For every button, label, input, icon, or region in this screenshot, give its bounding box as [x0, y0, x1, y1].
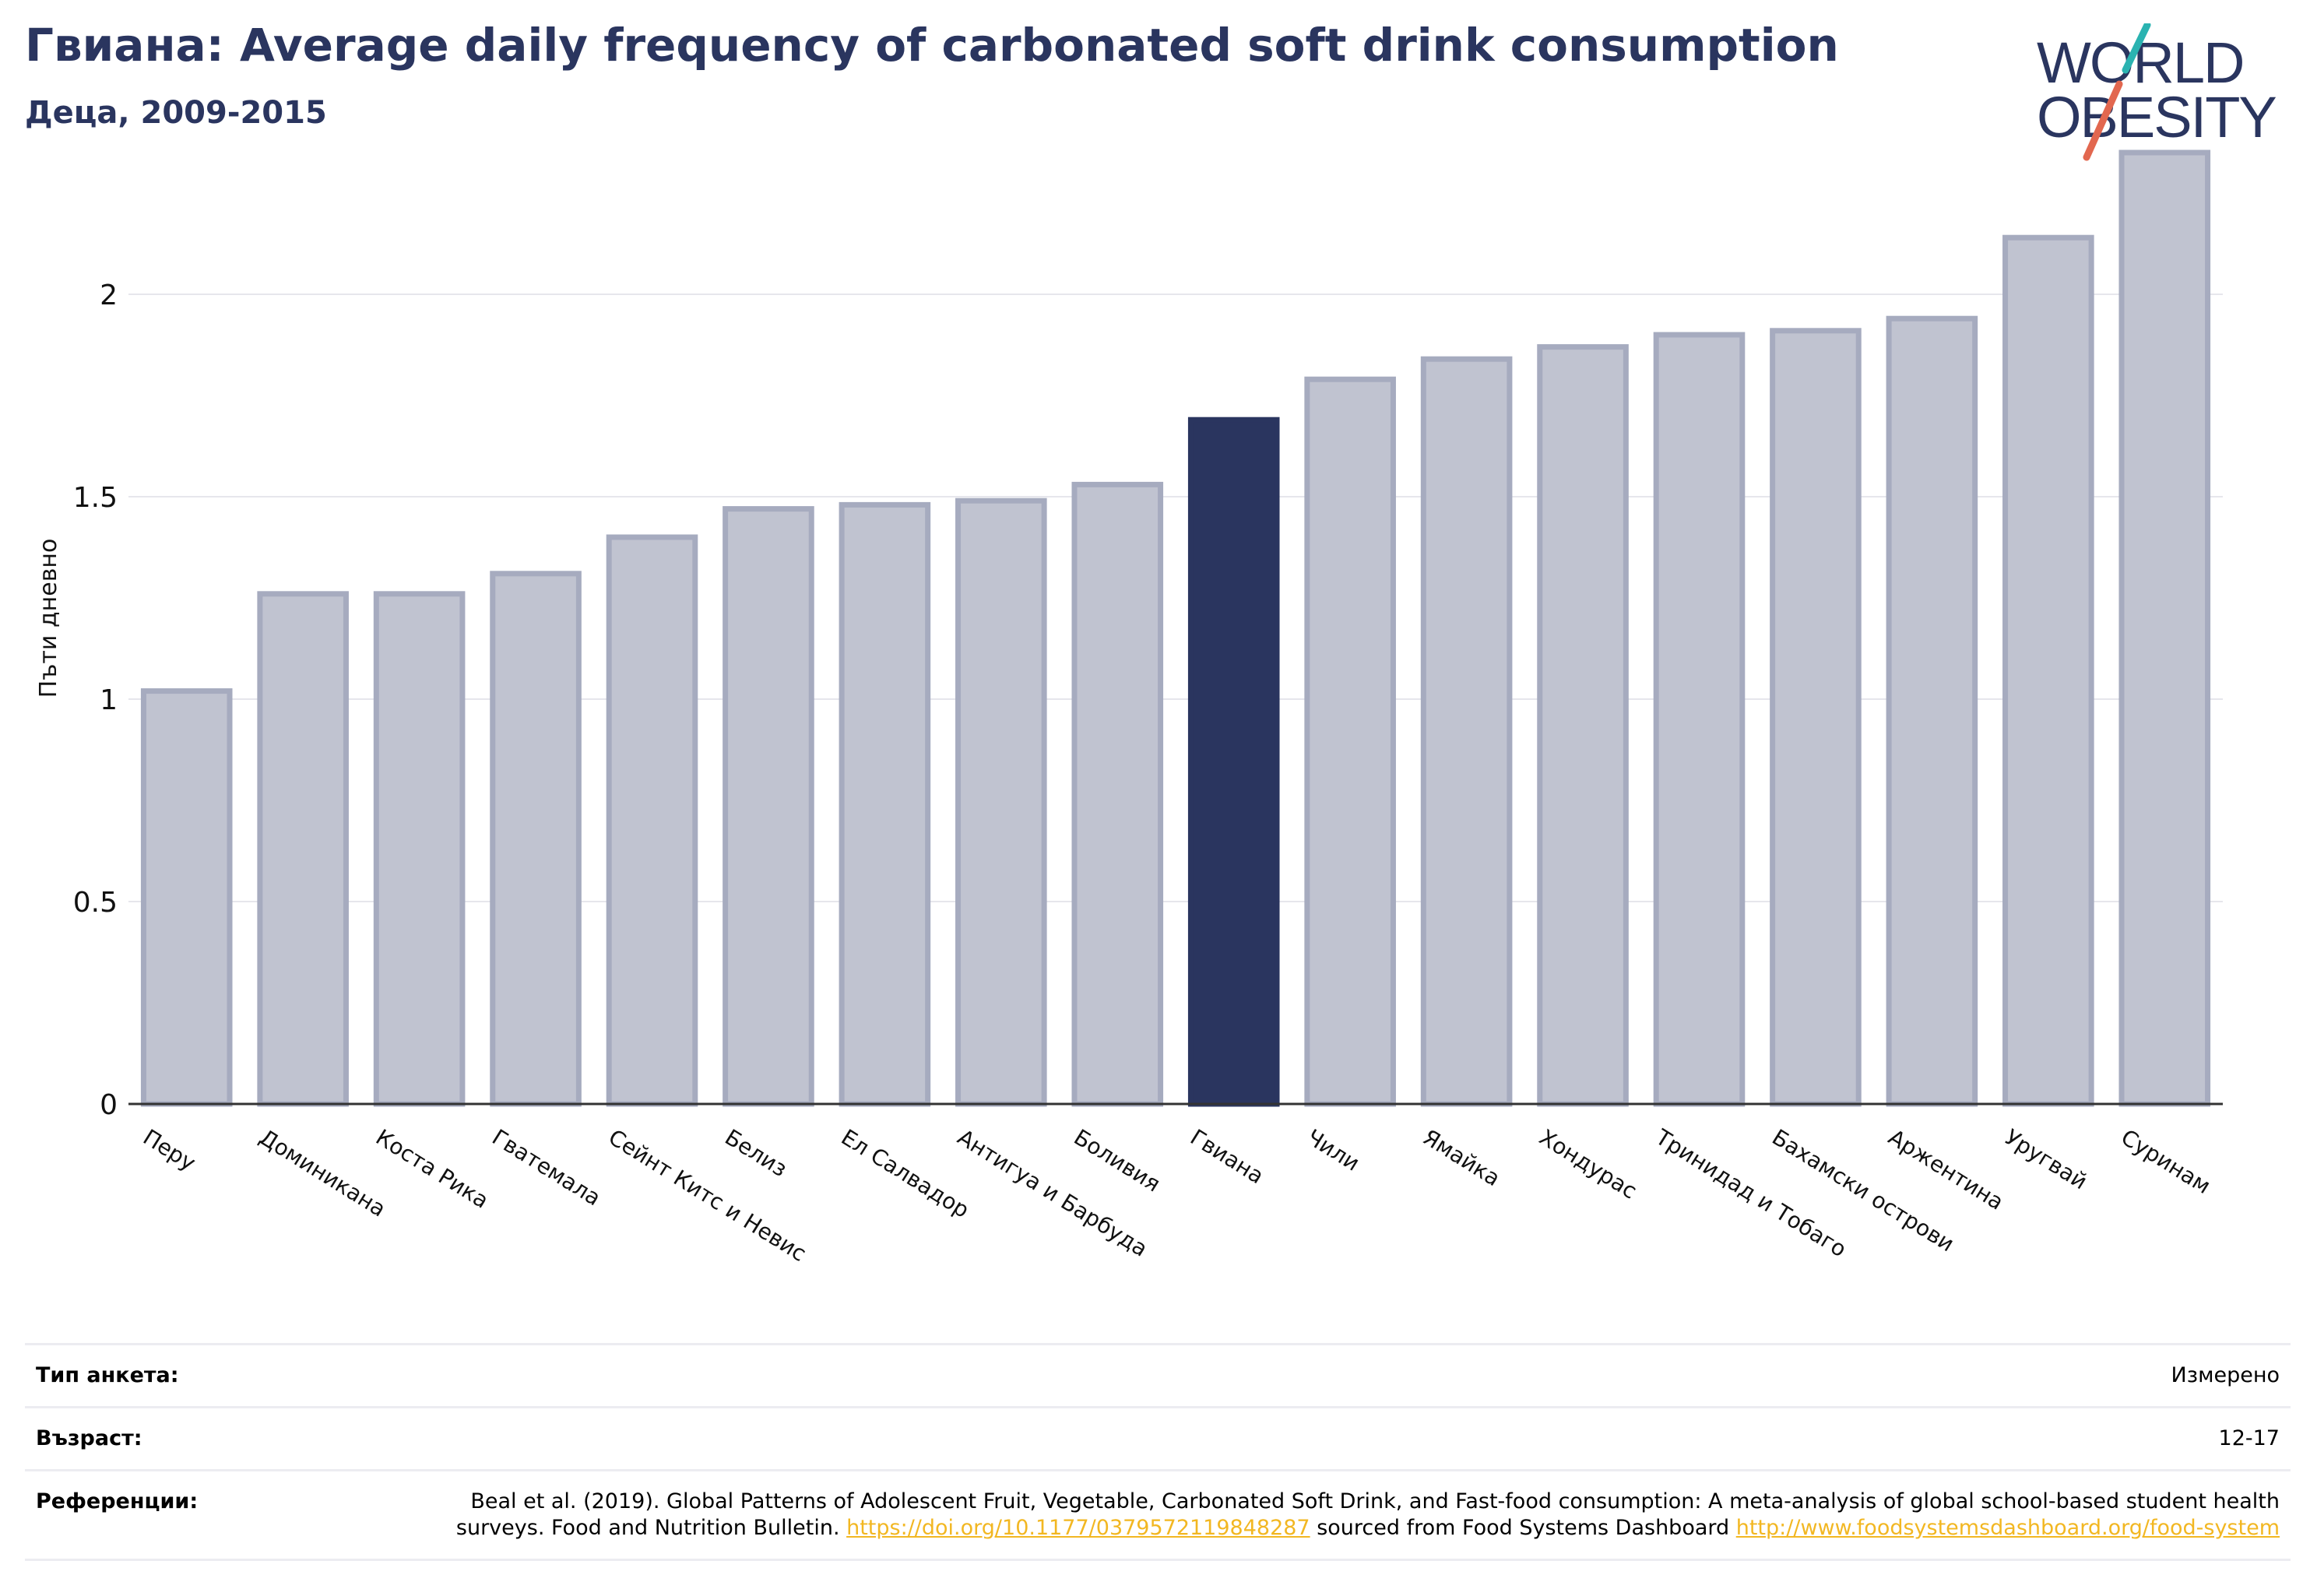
- bar: [257, 591, 349, 1107]
- dashboard-link[interactable]: http://www.foodsystemsdashboard.org/food…: [1735, 1516, 2280, 1540]
- footer-row-references: Референции: Beal et al. (2019). Global P…: [25, 1469, 2291, 1561]
- bar: [1304, 376, 1396, 1107]
- references-value: Beal et al. (2019). Global Patterns of A…: [441, 1489, 2280, 1542]
- world-obesity-logo: WORLD OBESITY: [2037, 23, 2277, 161]
- x-tick-label: Гватемала: [487, 1124, 605, 1211]
- y-tick-label: 0: [100, 1089, 118, 1121]
- x-tick-label: Ямайка: [1419, 1124, 1505, 1191]
- bar: [839, 501, 931, 1107]
- bar: [140, 688, 233, 1107]
- x-tick-label: Ел Салвадор: [837, 1124, 974, 1223]
- x-tick-label: Гвиана: [1186, 1124, 1268, 1189]
- bar: [1537, 344, 1629, 1107]
- bar: [1420, 356, 1513, 1107]
- x-tick-label: Доминикана: [255, 1124, 390, 1222]
- age-value: 12-17: [2218, 1426, 2280, 1450]
- bar: [723, 506, 814, 1107]
- x-tick-label: Тринидад и Тобаго: [1651, 1123, 1851, 1262]
- logo-slash-top: [2122, 23, 2151, 74]
- y-tick-label: 1.5: [73, 482, 118, 514]
- x-tick-label: Уругвай: [2000, 1124, 2092, 1195]
- logo-slash-bottom: [2083, 80, 2123, 161]
- x-tick-label: Перу: [139, 1124, 200, 1176]
- y-tick-label: 0.5: [73, 887, 118, 919]
- chart-subtitle: Деца, 2009-2015: [25, 95, 327, 131]
- info-footer: Тип анкета: Измерено Възраст: 12-17 Рефе…: [25, 1343, 2291, 1561]
- survey-type-label: Тип анкета:: [36, 1363, 179, 1387]
- x-tick-label: Чили: [1302, 1124, 1364, 1176]
- bar: [1770, 328, 1862, 1107]
- survey-type-value: Измерено: [2171, 1363, 2280, 1387]
- y-tick-label: 1: [100, 684, 118, 716]
- footer-row-age: Възраст: 12-17: [25, 1406, 2291, 1469]
- doi-link[interactable]: https://doi.org/10.1177/0379572119848287: [846, 1516, 1310, 1540]
- x-tick-label: Хондурас: [1535, 1124, 1641, 1204]
- chart-title: Гвиана: Average daily frequency of carbo…: [25, 19, 1839, 72]
- bar: [955, 497, 1047, 1107]
- bar: [2002, 234, 2094, 1107]
- x-tick-label: Белиз: [720, 1124, 792, 1182]
- references-text-2: sourced from Food Systems Dashboard: [1310, 1516, 1736, 1540]
- bar: [373, 591, 466, 1107]
- x-tick-label: Сейнт Китс и Невис: [604, 1124, 811, 1267]
- footer-row-survey: Тип анкета: Измерено: [25, 1343, 2291, 1406]
- bar: [2118, 149, 2211, 1107]
- bar: [1653, 332, 1746, 1107]
- y-tick-label: 2: [100, 279, 118, 311]
- bar: [606, 534, 698, 1107]
- references-label: Референции:: [36, 1489, 199, 1513]
- bar: [1071, 481, 1164, 1107]
- x-tick-label: Суринам: [2117, 1124, 2216, 1199]
- references-text-1: Beal et al. (2019). Global Patterns of A…: [455, 1489, 2280, 1540]
- x-tick-label: Боливия: [1070, 1124, 1166, 1197]
- bar: [1886, 315, 1978, 1107]
- age-label: Възраст:: [36, 1426, 142, 1450]
- bar: [490, 571, 582, 1107]
- x-tick-label: Антигуа и Барбуда: [953, 1124, 1152, 1262]
- y-axis-label: Пъти дневно: [35, 539, 62, 698]
- logo-word-obesity: OBESITY: [2037, 85, 2276, 149]
- bar: [1187, 417, 1280, 1107]
